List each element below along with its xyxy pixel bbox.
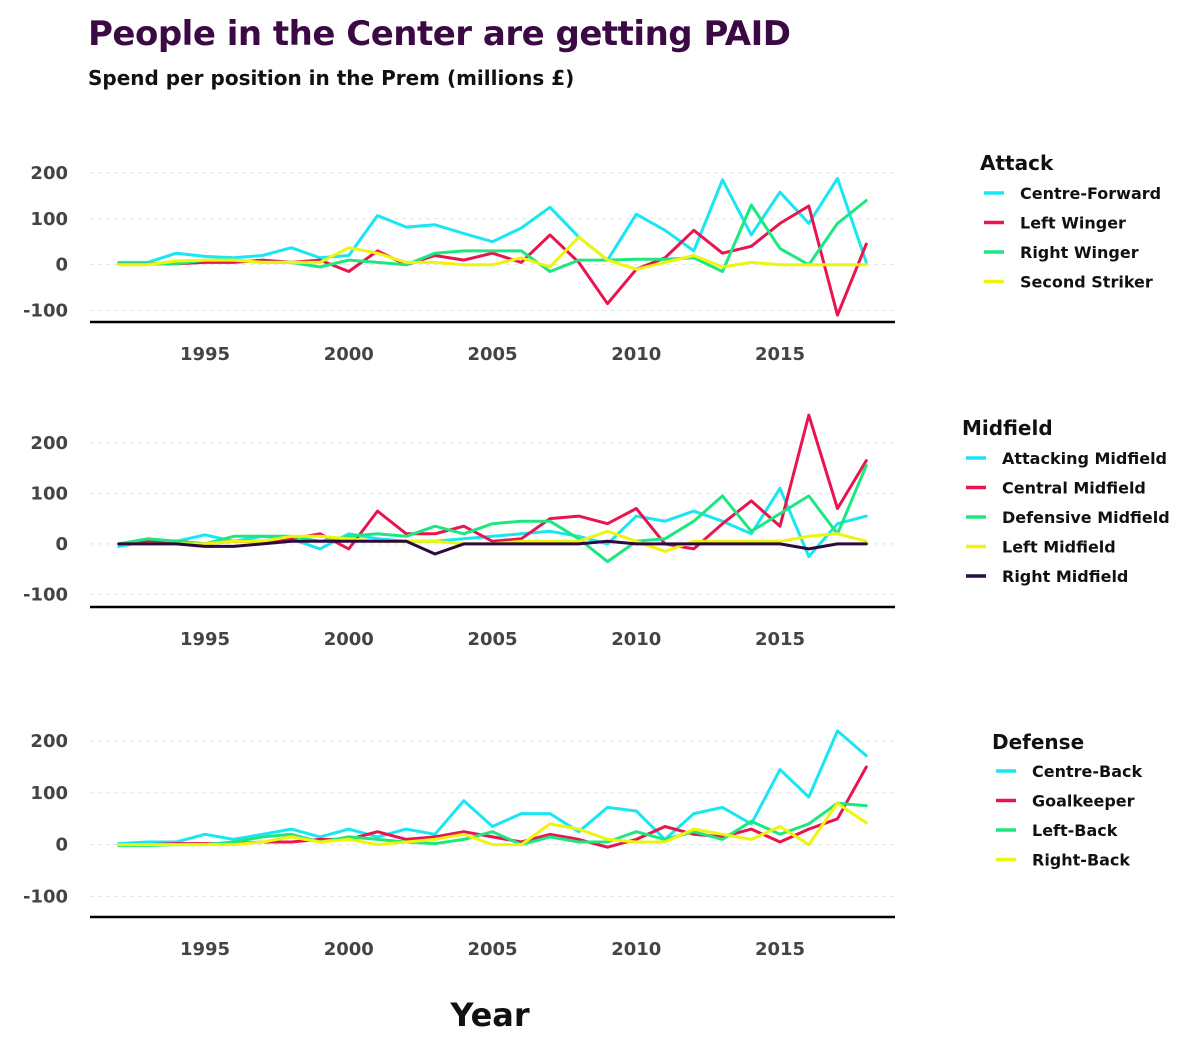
attack-x-tick-label: 2005 (467, 344, 517, 365)
midfield-x-tick-label: 2000 (324, 629, 374, 650)
page-title: People in the Center are getting PAID (88, 14, 791, 54)
midfield-series-line-defensive-midfield (117, 464, 868, 564)
midfield-y-tick-label: -100 (23, 584, 68, 605)
x-axis-label: Year (450, 996, 530, 1034)
page-subtitle: Spend per position in the Prem (millions… (88, 66, 575, 90)
midfield-legend-label: Attacking Midfield (1002, 449, 1167, 468)
midfield-x-tick-label: 2005 (467, 629, 517, 650)
defense-x-tick-label: 1995 (180, 939, 230, 960)
defense-series-line-centre-back (117, 729, 868, 846)
attack-x-tick-label: 2000 (324, 344, 374, 365)
attack-legend-label: Second Striker (1020, 273, 1153, 292)
midfield-x-tick-label: 1995 (180, 629, 230, 650)
attack-chart-panel: -100 0 100 200 1995 2000 2005 2010 2015 Attack Cen… (23, 151, 1161, 365)
defense-y-tick-label: -100 (23, 886, 68, 907)
midfield-x-tick-label: 2010 (611, 629, 661, 650)
attack-y-tick-label: 100 (30, 209, 68, 230)
defense-legend-label: Left-Back (1032, 821, 1118, 840)
midfield-legend-label: Defensive Midfield (1002, 508, 1170, 527)
midfield-y-tick-label: 0 (55, 534, 68, 555)
defense-chart-panel: -100 0 100 200 1995 2000 2005 2010 2015 Defense Ce… (23, 729, 1142, 960)
defense-legend-label: Goalkeeper (1032, 792, 1135, 811)
midfield-legend-label: Left Midfield (1002, 538, 1116, 557)
attack-legend-label: Centre-Forward (1020, 184, 1161, 203)
midfield-legend-title: Midfield (962, 416, 1053, 440)
attack-x-tick-label: 2010 (611, 344, 661, 365)
attack-x-tick-label: 1995 (180, 344, 230, 365)
defense-y-tick-label: 0 (55, 835, 68, 856)
defense-x-tick-label: 2000 (324, 939, 374, 960)
midfield-legend-label: Right Midfield (1002, 567, 1128, 586)
attack-x-tick-label: 2015 (755, 344, 805, 365)
defense-legend-title: Defense (992, 730, 1084, 754)
attack-series-line-second-striker (117, 235, 868, 271)
defense-x-tick-label: 2010 (611, 939, 661, 960)
midfield-y-tick-label: 200 (30, 433, 68, 454)
defense-legend-label: Centre-Back (1032, 762, 1142, 781)
midfield-legend-label: Central Midfield (1002, 479, 1146, 498)
defense-legend-label: Right-Back (1032, 851, 1130, 870)
attack-y-tick-label: -100 (23, 301, 68, 322)
midfield-y-tick-label: 100 (30, 483, 68, 504)
midfield-series-line-attacking-midfield (117, 486, 868, 558)
defense-y-tick-label: 100 (30, 783, 68, 804)
defense-y-tick-label: 200 (30, 731, 68, 752)
defense-series-line-left-back (117, 801, 868, 848)
defense-x-tick-label: 2015 (755, 939, 805, 960)
midfield-chart-panel: -100 0 100 200 1995 2000 2005 2010 2015 Midfield A… (23, 413, 1170, 650)
defense-series-line-right-back (117, 801, 868, 847)
attack-y-tick-label: 200 (30, 163, 68, 184)
attack-legend-label: Right Winger (1020, 243, 1139, 262)
defense-x-tick-label: 2005 (467, 939, 517, 960)
attack-legend-title: Attack (980, 151, 1054, 175)
defense-series-line-goalkeeper (117, 765, 868, 849)
midfield-x-tick-label: 2015 (755, 629, 805, 650)
attack-legend-label: Left Winger (1020, 214, 1126, 233)
attack-series-line-centre-forward (117, 176, 868, 264)
attack-y-tick-label: 0 (55, 255, 68, 276)
midfield-series-line-right-midfield (117, 539, 868, 556)
